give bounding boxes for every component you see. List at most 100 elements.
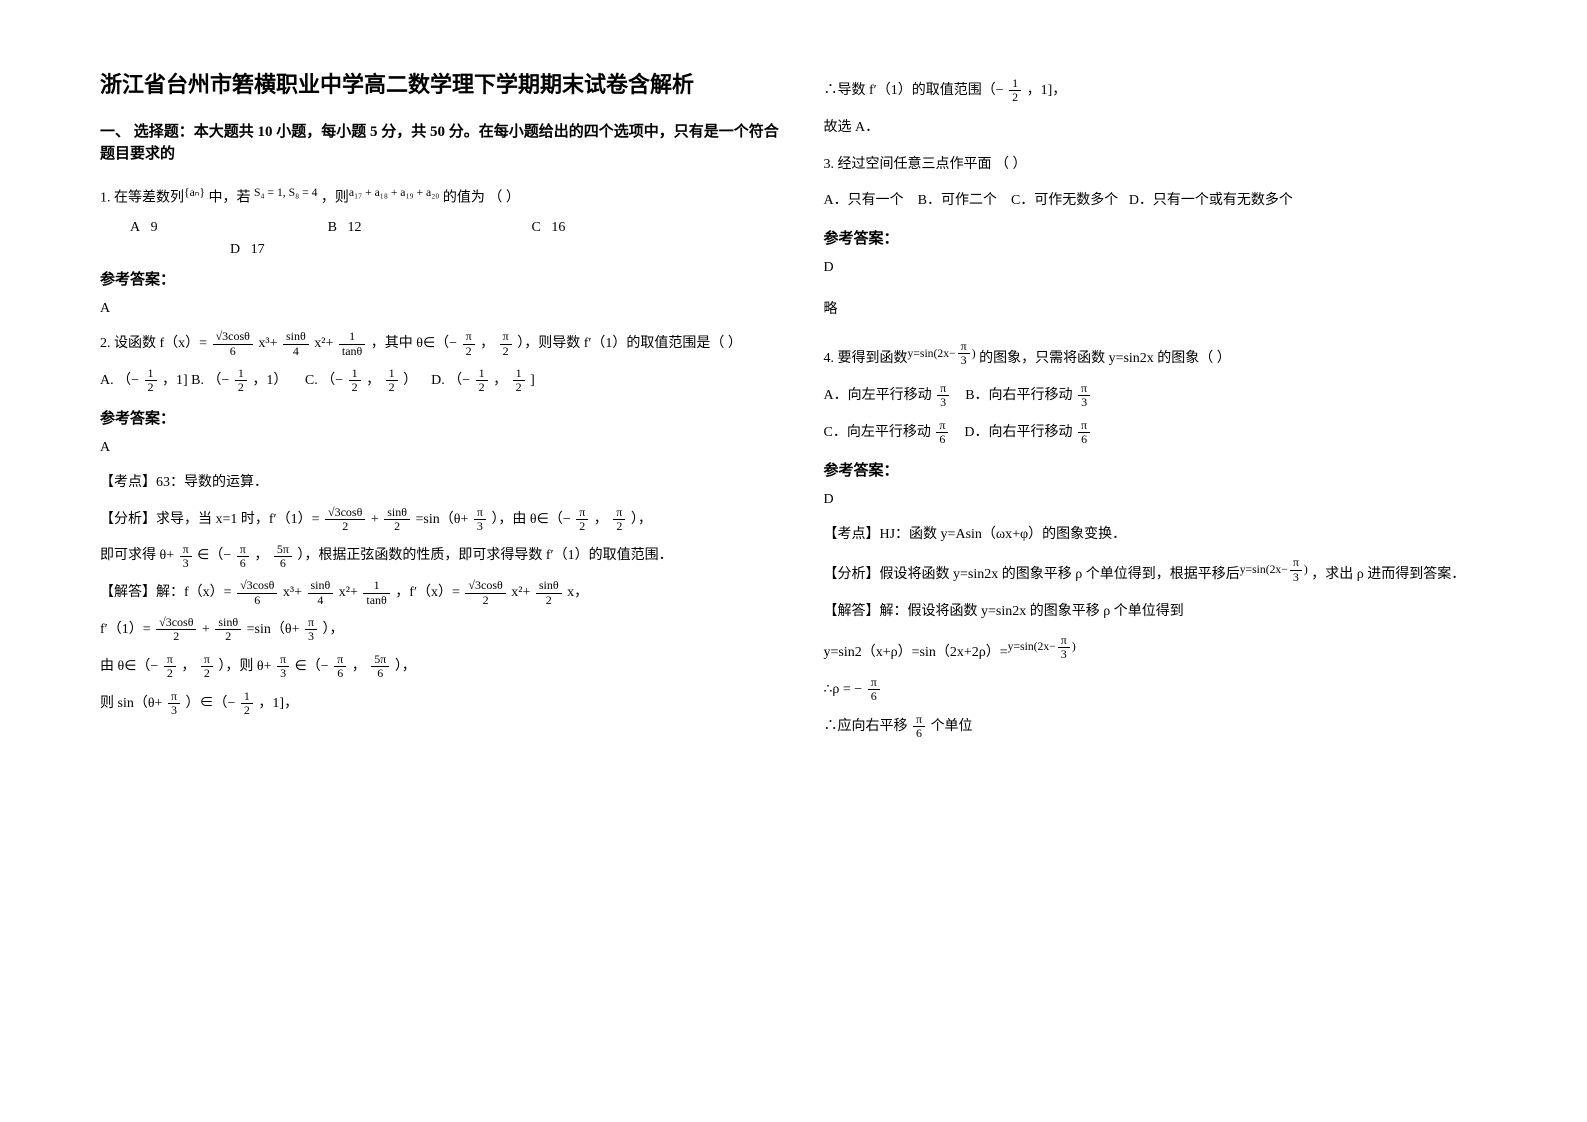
q2-jd-d: ，f′（x）= bbox=[395, 585, 463, 600]
q4-func-a: y=sin(2x− bbox=[908, 347, 956, 360]
q2-fx-f2d: 2 bbox=[384, 520, 410, 533]
q2-frac-2-num: sinθ bbox=[283, 330, 309, 344]
q4-ob-num: π bbox=[1078, 382, 1090, 396]
q2-a: 2. 设函数 f（x）= bbox=[100, 336, 211, 351]
q2-od-frac2: 12 bbox=[513, 367, 525, 394]
q3-options: A．只有一个 B．可作二个 C．可作无数多个 D．只有一个或有无数多个 bbox=[824, 186, 1508, 217]
q2-frac-2-den: 4 bbox=[283, 345, 309, 358]
q2-jd3-a: 由 θ∈（− bbox=[100, 659, 158, 674]
q2-fx-f1: √3cosθ2 bbox=[325, 506, 365, 533]
q4-jd-rho-frac: π6 bbox=[868, 676, 880, 703]
q2-opt-a: A. （− bbox=[100, 373, 139, 388]
q2-jd2-f2d: 2 bbox=[215, 630, 241, 643]
q4-fx-func-b: ) bbox=[1304, 563, 1308, 576]
q4-opt-c: C．向左平行移动 bbox=[824, 425, 931, 440]
q4-func-num: π bbox=[958, 340, 970, 354]
q2-ob-num: 1 bbox=[235, 367, 247, 381]
q2-jd-f1n: √3cosθ bbox=[237, 579, 277, 593]
q4-opt-b: B．向右平行移动 bbox=[965, 388, 1072, 403]
q2-jd3-f3n: π bbox=[277, 653, 289, 667]
q2-fx-f2n: sinθ bbox=[384, 506, 410, 520]
q4-b: 的图象，只需将函数 y=sin2x 的图象（ ） bbox=[979, 351, 1231, 366]
q2-jd3-f3d: 3 bbox=[277, 667, 289, 680]
q4-func-b: ) bbox=[972, 347, 976, 360]
q1-text-c: ，则 bbox=[321, 190, 349, 205]
q2-fx2-f2d: 6 bbox=[237, 557, 249, 570]
q2-opt-d3: ] bbox=[530, 373, 535, 388]
q2-jd3-b: ， bbox=[181, 659, 195, 674]
q4-oa-frac: π3 bbox=[937, 382, 949, 409]
q2-jd3-f: ）， bbox=[395, 659, 416, 674]
q2-jd3-d: ∈（− bbox=[295, 659, 329, 674]
q2-jd-f: x， bbox=[567, 585, 588, 600]
q2-fx-eq: =sin（θ+ bbox=[416, 512, 469, 527]
q1-opt-a-val: 9 bbox=[151, 220, 158, 235]
page-root: 浙江省台州市箬横职业中学高二数学理下学期期末试卷含解析 一、 选择题：本大题共 … bbox=[0, 0, 1587, 788]
q2-fx-r2n: π bbox=[613, 506, 625, 520]
q2-fx-r2d: 2 bbox=[613, 520, 625, 533]
q4-opt-d: D．向右平行移动 bbox=[964, 425, 1072, 440]
q1-text-d: 的值为 （ ） bbox=[443, 190, 520, 205]
q1-expr: a₁₇ + a₁₈ + a₁₉ + a₂₀ bbox=[349, 186, 439, 199]
q2-jd2-f1n: √3cosθ bbox=[156, 616, 196, 630]
q2-jd-f2d: 4 bbox=[308, 594, 334, 607]
q2-jd3-f1: π2 bbox=[164, 653, 176, 680]
q2-jd3-f3: π3 bbox=[277, 653, 289, 680]
q2-jd2-a: f′（1）= bbox=[100, 622, 154, 637]
q2-oc-frac1: 12 bbox=[349, 367, 361, 394]
q2-jd3-f4: π6 bbox=[334, 653, 346, 680]
q2-jd3-f5: 5π6 bbox=[371, 653, 389, 680]
q2-jd-f1d: 6 bbox=[237, 594, 277, 607]
q4-jieda-2: y=sin2（x+ρ）=sin（2x+2ρ）=y=sin(2x−π3) bbox=[824, 634, 1508, 669]
q2-jd-f3d: tanθ bbox=[363, 594, 389, 607]
q1-opt-d: D 17 bbox=[230, 242, 265, 258]
q2-jd-c: x²+ bbox=[339, 585, 358, 600]
q2-fx-plus: + bbox=[371, 512, 382, 527]
q2-od-den1: 2 bbox=[476, 381, 488, 394]
q2-jieda-1: 【解答】解：f（x）= √3cosθ6 x³+ sinθ4 x²+ 1tanθ … bbox=[100, 578, 784, 609]
q2-fx-f3d: 3 bbox=[474, 520, 486, 533]
q4-jd-shift-frac: π6 bbox=[913, 713, 925, 740]
q2-fx-d: ）， bbox=[631, 512, 652, 527]
q1-opt-c-val: 16 bbox=[551, 220, 565, 235]
q3-opt-c: C．可作无数多个 bbox=[1011, 193, 1118, 208]
q2-fx-f1n: √3cosθ bbox=[325, 506, 365, 520]
q4-options-row-1: A．向左平行移动 π3 B．向右平行移动 π3 bbox=[824, 381, 1508, 412]
q4-fx-a: 【分析】假设将函数 y=sin2x 的图象平移 ρ 个单位得到，根据平移后 bbox=[824, 567, 1240, 582]
q2-r2-num: π bbox=[500, 330, 512, 344]
q2-oa-frac: 12 bbox=[145, 367, 157, 394]
q2-jd4-b: ）∈（− bbox=[186, 696, 236, 711]
q4-opt-a: A．向左平行移动 bbox=[824, 388, 932, 403]
q4-jd-func: y=sin(2x−π3) bbox=[1008, 640, 1076, 653]
q4-fx-num: π bbox=[1290, 556, 1302, 570]
q2-d: ），则导数 f′（1）的取值范围是（ ） bbox=[517, 336, 742, 351]
q4-fx-func: y=sin(2x−π3) bbox=[1240, 563, 1308, 576]
r-top-a: ∴导数 f′（1）的取值范围（− bbox=[824, 83, 1004, 98]
q2-fx2-f1n: π bbox=[180, 543, 192, 557]
q2-opt-d2: ， bbox=[493, 373, 507, 388]
q2-fx-f3: π3 bbox=[474, 506, 486, 533]
q4-fx-den: 3 bbox=[1290, 571, 1302, 584]
q2-options: A. （− 12 ，1] B. （− 12 ，1） C. （− 12 ， 12 … bbox=[100, 366, 784, 397]
q2-jd3-f1n: π bbox=[164, 653, 176, 667]
q4-jd-rho-num: π bbox=[868, 676, 880, 690]
q2-jd2-f3n: π bbox=[305, 616, 317, 630]
q2-jd2-f3d: 3 bbox=[305, 630, 317, 643]
q4-od-num: π bbox=[1078, 419, 1090, 433]
q2-stem: 2. 设函数 f（x）= √3cosθ6 x³+ sinθ4 x²+ 1tanθ… bbox=[100, 329, 784, 360]
q2-jd-e: x²+ bbox=[511, 585, 530, 600]
q2-frac-2: sinθ4 bbox=[283, 330, 309, 357]
q4-fx-frac: π3 bbox=[1290, 556, 1302, 583]
q4-jieda-3: ∴ρ = − π6 bbox=[824, 675, 1508, 706]
q2-fx-a: 【分析】求导，当 x=1 时，f′（1）= bbox=[100, 512, 323, 527]
q2-fx-f2: sinθ2 bbox=[384, 506, 410, 533]
q2-frac-3: 1tanθ bbox=[339, 330, 365, 357]
q2-opt-c3: ） bbox=[403, 373, 417, 388]
q4-ob-frac: π3 bbox=[1078, 382, 1090, 409]
q2-jd-f4: √3cosθ2 bbox=[465, 579, 505, 606]
q2-jieda-4: 则 sin（θ+ π3 ）∈（− 12 ，1]， bbox=[100, 689, 784, 720]
q2-jd2-f3: π3 bbox=[305, 616, 317, 643]
q2-fx2-f3d: 6 bbox=[274, 557, 292, 570]
q2-fx2-f2n: π bbox=[237, 543, 249, 557]
q2-fx2-d: ），根据正弦函数的性质，即可求得导数 f′（1）的取值范围． bbox=[297, 548, 672, 563]
